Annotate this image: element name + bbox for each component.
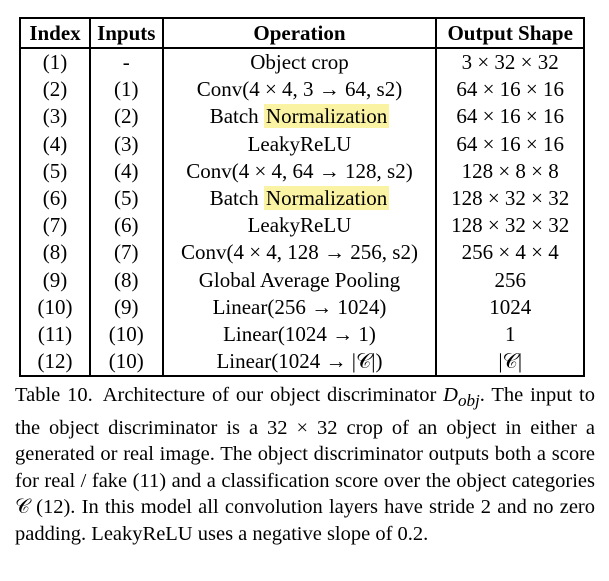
caption-symbol-categories: 𝒞 <box>15 496 30 519</box>
caption-label: Table 10. <box>15 384 93 406</box>
row-index: (10) <box>19 293 91 321</box>
caption-symbol-d-base: D <box>443 384 458 406</box>
table-row: (11) (10) Linear(1024 → 1) 1 <box>19 320 585 349</box>
row-index: (3) <box>19 103 91 131</box>
row-inputs: (5) <box>89 184 164 213</box>
row-index: (2) <box>19 76 91 104</box>
table-row: (5) (4) Conv(4 × 4, 64 → 128, s2) 128 × 8 ×… <box>19 157 585 185</box>
row-operation: Object crop <box>161 48 438 77</box>
row-index: (7) <box>19 212 91 240</box>
row-inputs: (3) <box>89 130 164 158</box>
row-inputs: (9) <box>89 293 164 321</box>
operation-text: LeakyReLU <box>247 131 352 156</box>
header-index: Index <box>19 17 91 49</box>
operation-text: Linear(1024 → 1) <box>223 321 376 346</box>
operation-text: Object crop <box>250 50 349 75</box>
table-row: (3) (2) Batch Normalization 64 × 16 × 16 <box>19 103 585 131</box>
row-inputs: (4) <box>89 157 164 185</box>
table-row: (4) (3) LeakyReLU 64 × 16 × 16 <box>19 130 585 158</box>
table-header-row: Index Inputs Operation Output Shape <box>19 17 585 49</box>
row-output-shape: 64 × 16 × 16 <box>435 103 585 131</box>
caption-symbol-d: Dobj <box>443 384 480 410</box>
row-operation: Conv(4 × 4, 3 → 64, s2) <box>161 76 438 104</box>
table-row: (2) (1) Conv(4 × 4, 3 → 64, s2) 64 × 16 × 1… <box>19 76 585 104</box>
row-index: (6) <box>19 184 91 213</box>
row-index: (9) <box>19 266 91 294</box>
row-inputs: - <box>89 48 164 77</box>
table-row: (6) (5) Batch Normalization 128 × 32 × 32 <box>19 184 585 213</box>
row-operation: LeakyReLU <box>161 212 438 240</box>
row-output-shape: 256 <box>435 266 585 294</box>
row-index: (12) <box>19 348 91 378</box>
row-operation: Linear(1024 → |𝒞|) <box>161 348 438 378</box>
row-operation: Conv(4 × 4, 64 → 128, s2) <box>161 157 438 185</box>
table-row: (10) (9) Linear(256 → 1024) 1024 <box>19 293 585 321</box>
row-output-shape: 128 × 32 × 32 <box>435 212 585 240</box>
row-inputs: (2) <box>89 103 164 131</box>
row-output-shape: 64 × 16 × 16 <box>435 130 585 158</box>
row-output-shape: 128 × 32 × 32 <box>435 184 585 213</box>
operation-text: Conv(4 × 4, 64 → 128, s2) <box>186 158 413 183</box>
operation-text: LeakyReLU <box>247 213 352 238</box>
row-inputs: (10) <box>89 348 164 378</box>
row-output-shape: 1024 <box>435 293 585 321</box>
header-operation: Operation <box>161 17 438 49</box>
row-inputs: (6) <box>89 212 164 240</box>
caption-text-2: . The input to the object discriminator … <box>15 384 596 492</box>
operation-highlighted-text: Normalization <box>263 186 390 211</box>
table-row: (8) (7) Conv(4 × 4, 128 → 256, s2) 256 × 4 … <box>19 239 585 267</box>
row-inputs: (8) <box>89 266 164 294</box>
row-operation: Linear(1024 → 1) <box>161 320 438 349</box>
row-index: (4) <box>19 130 91 158</box>
operation-highlighted-text: Normalization <box>263 104 390 129</box>
row-output-shape: 256 × 4 × 4 <box>435 239 585 267</box>
table-row: (12) (10) Linear(1024 → |𝒞|) |𝒞| <box>19 348 585 378</box>
operation-text: Linear(256 → 1024) <box>212 294 387 319</box>
row-inputs: (1) <box>89 76 164 104</box>
caption-text-1: Architecture of our object discriminator <box>102 384 444 406</box>
operation-text: Batch <box>209 186 264 211</box>
row-operation: Batch Normalization <box>161 103 438 131</box>
operation-text: Batch <box>209 104 264 129</box>
table-row: (7) (6) LeakyReLU 128 × 32 × 32 <box>19 212 585 240</box>
row-inputs: (7) <box>89 239 164 267</box>
operation-text: Conv(4 × 4, 3 → 64, s2) <box>196 77 403 102</box>
operation-text: Linear(1024 → |𝒞|) <box>216 349 383 374</box>
operation-text: Global Average Pooling <box>198 267 401 292</box>
row-index: (1) <box>19 48 91 77</box>
row-index: (8) <box>19 239 91 267</box>
header-output-shape: Output Shape <box>435 17 585 49</box>
row-index: (11) <box>19 320 91 349</box>
table-caption: Table 10. Architecture of our object disc… <box>15 382 595 547</box>
row-operation: Linear(256 → 1024) <box>161 293 438 321</box>
row-output-shape: 1 <box>435 320 585 349</box>
row-inputs: (10) <box>89 320 164 349</box>
table-row: (1) - Object crop 3 × 32 × 32 <box>19 48 585 77</box>
row-output-shape: 64 × 16 × 16 <box>435 76 585 104</box>
architecture-table: Index Inputs Operation Output Shape (1) -… <box>19 17 585 378</box>
table-row: (9) (8) Global Average Pooling 256 <box>19 266 585 294</box>
row-output-shape: 128 × 8 × 8 <box>435 157 585 185</box>
row-operation: Global Average Pooling <box>161 266 438 294</box>
row-operation: Conv(4 × 4, 128 → 256, s2) <box>161 239 438 267</box>
row-operation: LeakyReLU <box>161 130 438 158</box>
table-body: (1) - Object crop 3 × 32 × 32 (2) (1) Conv(4 ×… <box>19 48 585 378</box>
operation-text: Conv(4 × 4, 128 → 256, s2) <box>180 240 418 265</box>
caption-text-3: (12). In this model all convolution laye… <box>15 496 595 545</box>
caption-symbol-d-subscript: obj <box>457 391 480 411</box>
row-output-shape: |𝒞| <box>435 348 585 378</box>
header-inputs: Inputs <box>89 17 164 49</box>
row-output-shape: 3 × 32 × 32 <box>435 48 585 77</box>
row-operation: Batch Normalization <box>161 184 438 213</box>
architecture-table-container: Index Inputs Operation Output Shape (1) -… <box>19 17 585 378</box>
row-index: (5) <box>19 157 91 185</box>
